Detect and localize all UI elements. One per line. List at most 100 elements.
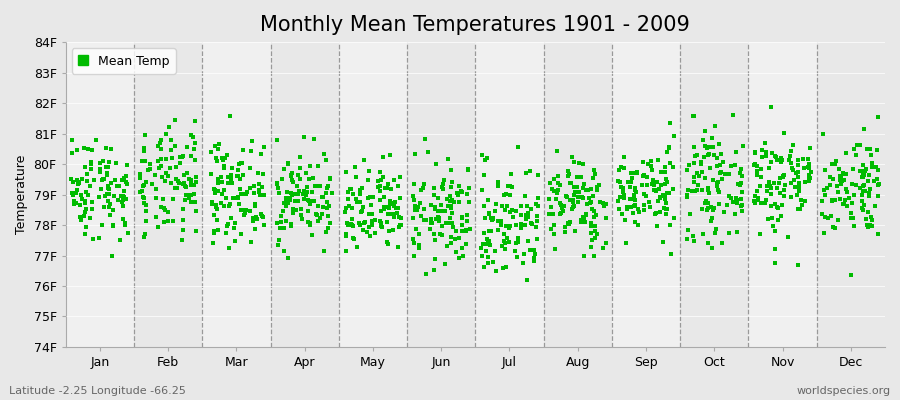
Point (856, 183, 870, 189)
Point (659, 200, 673, 206)
Point (627, 192, 642, 198)
Point (137, 182, 151, 188)
Point (586, 193, 600, 199)
Point (558, 224, 572, 231)
Point (407, 253, 421, 260)
Point (724, 163, 738, 170)
Point (796, 202, 810, 208)
Point (436, 186, 450, 192)
Point (273, 225, 287, 231)
Point (720, 202, 734, 208)
Point (293, 165, 308, 171)
Point (290, 183, 304, 189)
Point (418, 270, 433, 277)
Point (414, 213, 428, 220)
Point (776, 174, 790, 180)
Point (592, 182, 607, 188)
Point (428, 267, 442, 273)
Point (214, 155, 229, 161)
Point (694, 160, 708, 166)
Point (860, 146, 874, 152)
Point (93, 165, 107, 172)
Point (212, 140, 227, 147)
Point (79, 224, 94, 230)
Point (212, 227, 226, 234)
Point (587, 214, 601, 220)
Point (150, 143, 165, 149)
Point (652, 186, 666, 192)
Point (867, 178, 881, 184)
Point (310, 218, 325, 224)
Point (187, 140, 202, 146)
Point (440, 196, 454, 202)
Point (495, 203, 509, 210)
Point (864, 214, 878, 220)
Point (870, 114, 885, 120)
Point (86, 236, 101, 242)
Point (644, 181, 659, 188)
Point (828, 197, 842, 203)
Point (711, 186, 725, 193)
Point (427, 230, 441, 237)
Point (392, 224, 406, 230)
Point (508, 208, 523, 214)
Point (231, 161, 246, 167)
Point (243, 148, 257, 154)
Point (310, 212, 324, 219)
Point (346, 222, 360, 229)
Point (79, 206, 94, 212)
Point (556, 208, 571, 214)
Point (818, 167, 832, 174)
Bar (680, 42, 749, 347)
Point (545, 186, 560, 192)
Point (160, 172, 175, 179)
Point (550, 187, 564, 193)
Point (355, 208, 369, 214)
Point (184, 180, 198, 187)
Point (656, 204, 670, 211)
Point (412, 200, 427, 207)
Point (840, 203, 854, 210)
Point (870, 231, 885, 238)
Point (493, 217, 508, 224)
Point (580, 187, 595, 193)
Point (138, 132, 152, 138)
Point (636, 172, 651, 179)
Point (270, 185, 284, 192)
Point (626, 210, 641, 216)
Point (455, 215, 470, 221)
Point (460, 212, 474, 218)
Point (766, 223, 780, 230)
Point (644, 158, 659, 164)
Point (284, 223, 298, 229)
Point (871, 167, 886, 173)
Point (339, 220, 354, 226)
Point (545, 210, 560, 217)
Point (139, 179, 153, 185)
Point (302, 197, 316, 204)
Point (361, 177, 375, 184)
Point (588, 170, 602, 177)
Point (615, 211, 629, 217)
Point (829, 157, 843, 164)
Point (438, 261, 453, 267)
Point (341, 222, 356, 228)
Point (137, 234, 151, 241)
Point (491, 178, 506, 185)
Point (768, 228, 782, 234)
Point (100, 172, 114, 178)
Point (560, 194, 574, 200)
Point (310, 163, 325, 169)
Point (722, 229, 736, 236)
Point (491, 218, 506, 224)
Point (521, 238, 535, 244)
Point (844, 272, 859, 278)
Point (544, 180, 558, 186)
Point (64, 176, 78, 182)
Point (112, 237, 127, 243)
Point (115, 195, 130, 202)
Point (204, 201, 219, 208)
Point (836, 201, 850, 207)
Point (428, 216, 443, 222)
Point (502, 225, 517, 232)
